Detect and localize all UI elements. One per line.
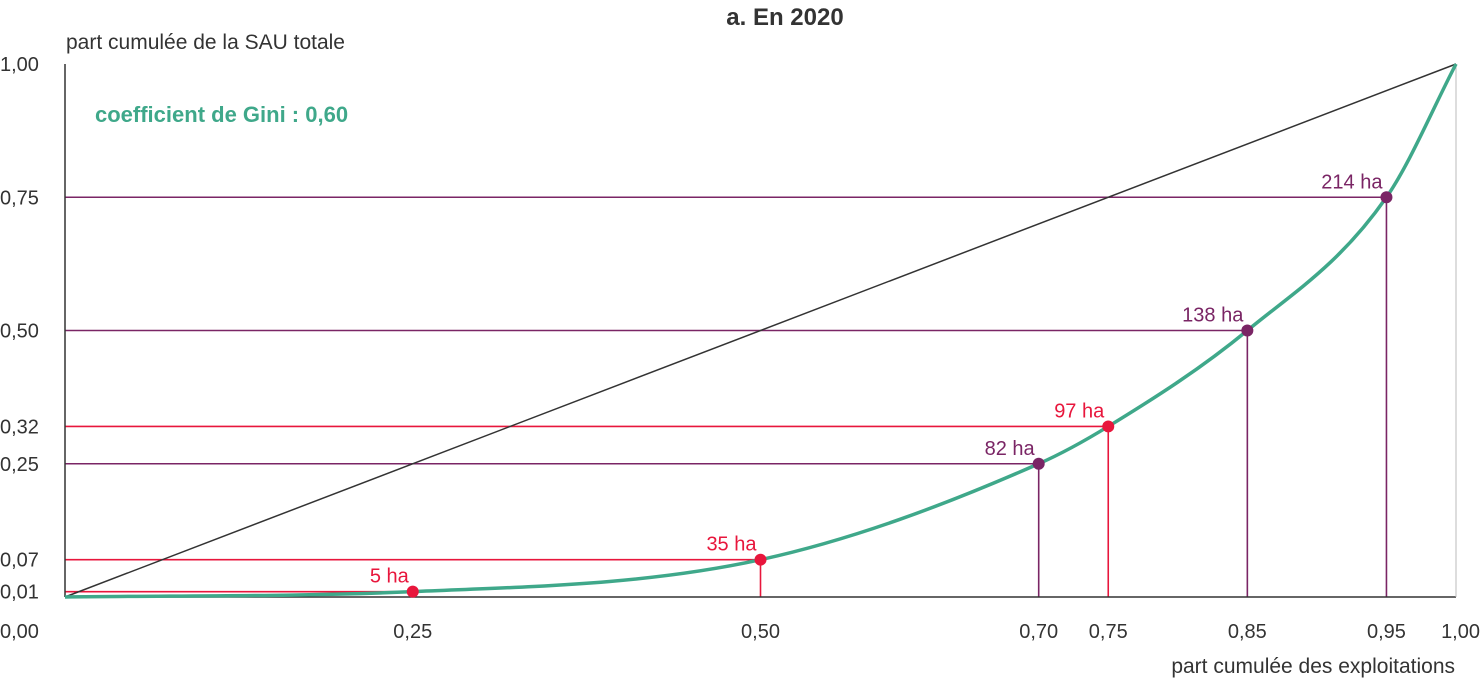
marker-point [1102,420,1115,433]
marker-label: 35 ha [706,534,757,556]
gini-annotation: coefficient de Gini : 0,60 [95,102,348,127]
marker-point [1032,457,1045,470]
x-tick-label: 0,85 [1228,621,1267,643]
y-tick-label: 0,01 [0,582,39,604]
x-tick-label: 0,25 [393,621,432,643]
y-tick-label: 0,32 [0,416,39,438]
marker-label: 5 ha [370,566,410,588]
marker-point [1241,324,1254,337]
marker-label: 214 ha [1321,171,1383,193]
x-tick-label: 0,95 [1367,621,1406,643]
marked-points: 5 ha 35 ha 82 ha 97 ha 138 ha 214 ha [370,171,1393,598]
marker-point [754,553,767,566]
y-tick-label: 0,07 [0,550,39,572]
marker-label: 138 ha [1182,305,1244,327]
tick-labels: 0,00 0,25 0,50 0,70 0,75 0,85 0,95 1,00 0,01 0,07… [0,54,1480,643]
x-tick-label: 1,00 [1441,621,1480,643]
marker-point [1380,191,1393,204]
y-tick-label: 0,25 [0,454,39,476]
equality-line [64,63,1457,598]
y-tick-label: 1,00 [0,54,39,76]
y-axis-title: part cumulée de la SAU totale [66,31,345,54]
x-tick-label: 0,70 [1019,621,1058,643]
marker-point [406,585,419,598]
guide-lines [65,196,1388,597]
axes [64,64,1457,598]
y-tick-label: 0,75 [0,187,39,209]
x-tick-label: 0,50 [741,621,780,643]
x-tick-label: 0,00 [0,621,39,643]
marker-label: 97 ha [1054,400,1105,422]
x-tick-label: 0,75 [1089,621,1128,643]
y-tick-label: 0,50 [0,321,39,343]
x-axis-title: part cumulée des exploitations [1171,655,1455,678]
marker-label: 82 ha [985,438,1036,460]
chart-title: a. En 2020 [726,4,843,31]
